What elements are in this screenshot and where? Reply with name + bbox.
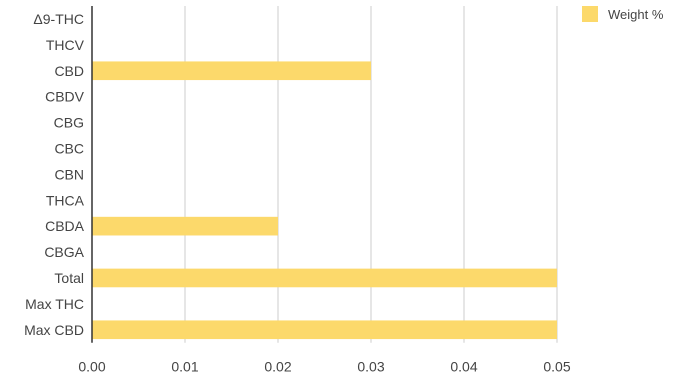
category-label: CBDV [45,89,85,105]
category-label: THCV [46,37,85,53]
legend-label: Weight % [608,7,664,22]
category-label: CBC [54,140,84,156]
category-label: CBD [54,63,84,79]
x-tick-label: 0.05 [543,359,570,375]
x-tick-label: 0.04 [450,359,477,375]
legend: Weight % [582,6,664,22]
category-label: THCA [46,192,85,208]
category-labels: Δ9-THC THCV CBD CBDV CBG CBC CBN THCA CBDA CBGA To… [24,11,85,338]
category-label: Max THC [25,296,84,312]
category-label: CBG [54,115,84,131]
gridlines [184,6,558,343]
x-tick-labels: 0.00 0.01 0.02 0.03 0.04 0.05 [78,359,570,375]
bar [92,216,278,236]
category-label: CBGA [44,244,84,260]
x-tick-label: 0.00 [78,359,105,375]
category-label: Max CBD [24,322,84,338]
bars [92,61,557,340]
category-label: Δ9-THC [33,11,84,27]
category-label: CBN [54,166,84,182]
x-tick-label: 0.02 [264,359,291,375]
bar [92,268,557,288]
category-label: Total [54,270,84,286]
x-tick-label: 0.03 [357,359,384,375]
x-tick-label: 0.01 [171,359,198,375]
legend-swatch [582,6,598,22]
bar [92,61,371,81]
category-label: CBDA [45,218,85,234]
bar [92,320,557,340]
